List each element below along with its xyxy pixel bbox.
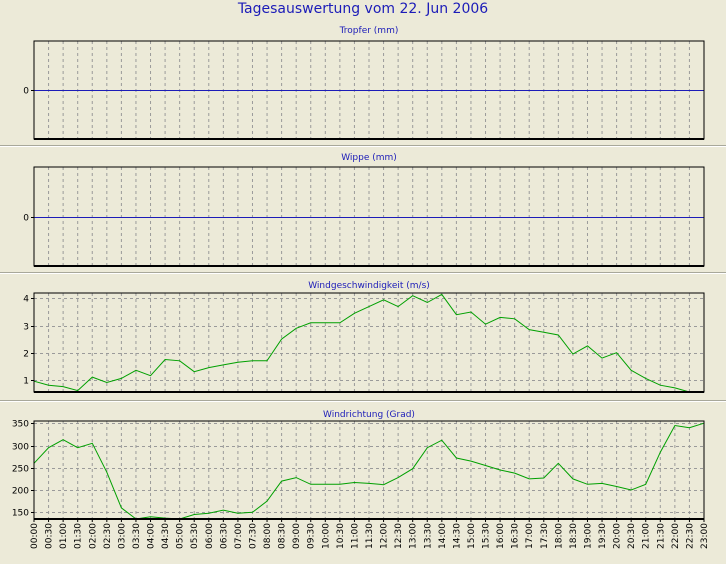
x-tick-label: 14:00 bbox=[438, 523, 448, 549]
x-tick-label: 06:30 bbox=[219, 523, 229, 549]
y-tick-label: 2 bbox=[23, 350, 29, 360]
x-tick-label: 03:30 bbox=[132, 523, 142, 549]
x-tick-label: 08:00 bbox=[263, 523, 273, 549]
x-tick-label: 16:00 bbox=[496, 523, 506, 549]
panel-separator bbox=[0, 400, 726, 402]
x-tick-label: 20:30 bbox=[627, 523, 637, 549]
x-tick-label: 09:30 bbox=[307, 523, 317, 549]
x-tick-label: 13:30 bbox=[423, 523, 433, 549]
x-tick-label: 09:00 bbox=[292, 523, 302, 549]
x-tick-label: 07:30 bbox=[248, 523, 258, 549]
page-title: Tagesauswertung vom 22. Jun 2006 bbox=[237, 1, 489, 17]
y-tick-label: 4 bbox=[23, 295, 29, 305]
x-tick-label: 18:00 bbox=[554, 523, 564, 549]
x-tick-label: 19:00 bbox=[583, 523, 593, 549]
y-tick-label: 300 bbox=[12, 443, 29, 453]
x-tick-label: 10:30 bbox=[336, 523, 346, 549]
x-tick-label: 12:00 bbox=[380, 523, 390, 549]
x-tick-label: 22:00 bbox=[671, 523, 681, 549]
y-tick-label: 350 bbox=[12, 420, 29, 430]
x-tick-label: 19:30 bbox=[598, 523, 608, 549]
x-tick-label: 01:30 bbox=[74, 523, 84, 549]
x-tick-label: 10:00 bbox=[321, 523, 331, 549]
x-tick-label: 21:30 bbox=[656, 523, 666, 549]
chart-title: Windrichtung (Grad) bbox=[323, 410, 415, 420]
x-tick-label: 07:00 bbox=[234, 523, 244, 549]
panel-separator bbox=[0, 145, 726, 147]
y-tick-label: 250 bbox=[12, 465, 29, 475]
x-tick-label: 15:00 bbox=[467, 523, 477, 549]
chart-title: Wippe (mm) bbox=[341, 153, 397, 163]
x-tick-label: 20:00 bbox=[613, 523, 623, 549]
x-tick-label: 02:30 bbox=[103, 523, 113, 549]
x-tick-label: 17:30 bbox=[540, 523, 550, 549]
x-tick-label: 04:00 bbox=[147, 523, 157, 549]
x-tick-label: 05:00 bbox=[176, 523, 186, 549]
series-line bbox=[33, 293, 690, 393]
x-tick-label: 11:30 bbox=[365, 523, 375, 549]
chart-title: Tropfer (mm) bbox=[339, 26, 399, 36]
x-tick-label: 06:00 bbox=[205, 523, 215, 549]
x-tick-label: 16:30 bbox=[511, 523, 521, 549]
x-tick-label: 14:30 bbox=[452, 523, 462, 549]
y-tick-label: 0 bbox=[23, 87, 29, 97]
x-tick-label: 12:30 bbox=[394, 523, 404, 549]
x-tick-label: 04:30 bbox=[161, 523, 171, 549]
x-tick-label: 00:00 bbox=[30, 523, 40, 549]
x-tick-label: 02:00 bbox=[88, 523, 98, 549]
y-tick-label: 3 bbox=[23, 323, 29, 333]
series-line bbox=[33, 422, 705, 520]
y-tick-label: 0 bbox=[23, 214, 29, 224]
x-tick-label: 03:00 bbox=[117, 523, 127, 549]
x-tick-label: 05:30 bbox=[190, 523, 200, 549]
x-tick-label: 15:30 bbox=[482, 523, 492, 549]
y-tick-label: 200 bbox=[12, 487, 29, 497]
x-tick-label: 17:00 bbox=[525, 523, 535, 549]
x-tick-label: 08:30 bbox=[278, 523, 288, 549]
x-tick-label: 23:00 bbox=[700, 523, 710, 549]
x-tick-label: 13:00 bbox=[409, 523, 419, 549]
x-tick-label: 21:00 bbox=[642, 523, 652, 549]
x-tick-label: 11:00 bbox=[350, 523, 360, 549]
x-tick-label: 18:30 bbox=[569, 523, 579, 549]
x-tick-label: 01:00 bbox=[59, 523, 69, 549]
panel-separator bbox=[0, 272, 726, 274]
x-tick-label: 00:30 bbox=[45, 523, 55, 549]
chart-title: Windgeschwindigkeit (m/s) bbox=[308, 281, 430, 291]
y-tick-label: 150 bbox=[12, 509, 29, 519]
y-tick-label: 1 bbox=[23, 377, 29, 387]
x-tick-label: 22:30 bbox=[685, 523, 695, 549]
